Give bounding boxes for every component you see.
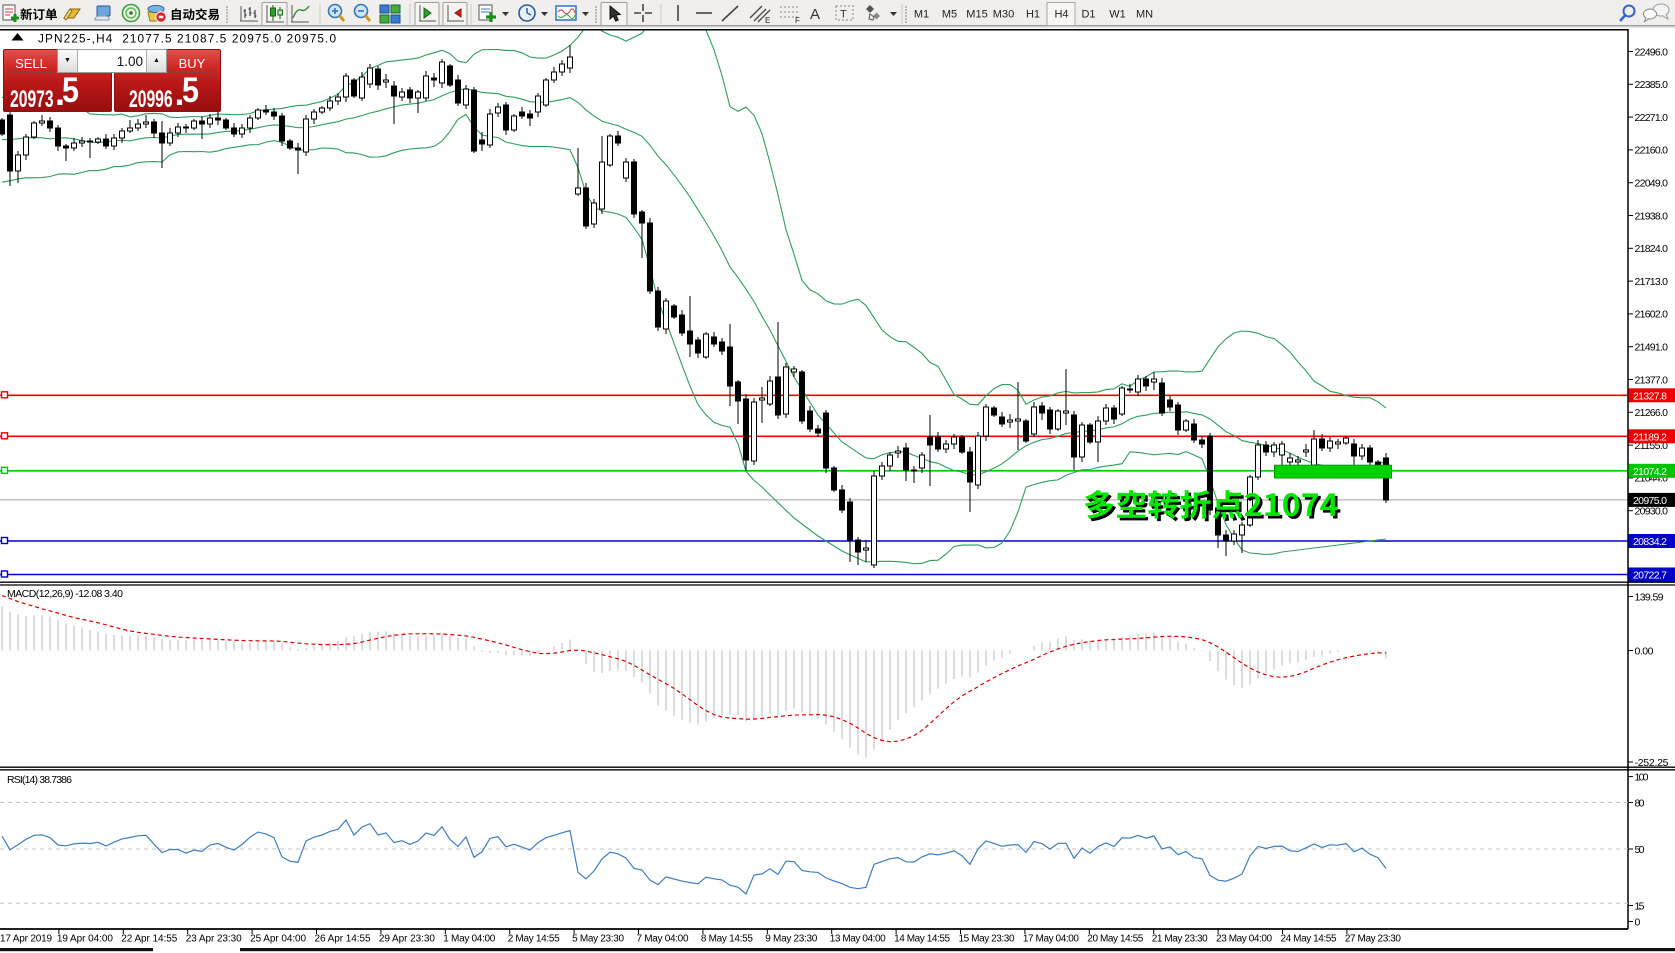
svg-text:0.00: 0.00 <box>1635 645 1654 657</box>
svg-text:21713.0: 21713.0 <box>1635 276 1669 288</box>
svg-text:21602.0: 21602.0 <box>1635 309 1669 321</box>
svg-text:25 Apr 04:00: 25 Apr 04:00 <box>250 934 306 945</box>
svg-text:M15: M15 <box>966 9 987 21</box>
svg-text:26 Apr 14:55: 26 Apr 14:55 <box>315 934 371 945</box>
svg-text:20722.7: 20722.7 <box>1633 570 1667 582</box>
svg-text:15 May 23:30: 15 May 23:30 <box>959 934 1015 945</box>
svg-text:19 Apr 04:00: 19 Apr 04:00 <box>57 934 113 945</box>
svg-text:7 May 04:00: 7 May 04:00 <box>637 934 689 945</box>
svg-text:-252.25: -252.25 <box>1635 757 1669 769</box>
svg-text:8 May 14:55: 8 May 14:55 <box>701 934 753 945</box>
svg-text:21824.0: 21824.0 <box>1635 243 1669 255</box>
svg-text:24 May 14:55: 24 May 14:55 <box>1281 934 1337 945</box>
svg-text:5 May 23:30: 5 May 23:30 <box>572 934 624 945</box>
svg-text:21189.2: 21189.2 <box>1633 431 1667 443</box>
svg-text:H1: H1 <box>1026 9 1040 21</box>
svg-text:MN: MN <box>1136 9 1153 21</box>
svg-text:100: 100 <box>1635 771 1649 783</box>
svg-text:22496.0: 22496.0 <box>1635 46 1669 58</box>
svg-text:22385.0: 22385.0 <box>1635 79 1669 91</box>
svg-text:29 Apr 23:30: 29 Apr 23:30 <box>379 934 435 945</box>
svg-text:W1: W1 <box>1109 9 1126 21</box>
svg-text:139.59: 139.59 <box>1635 591 1664 603</box>
svg-text:17 Apr 2019: 17 Apr 2019 <box>0 934 52 945</box>
svg-text:M5: M5 <box>942 9 957 21</box>
svg-text:2 May 14:55: 2 May 14:55 <box>508 934 560 945</box>
svg-text:M30: M30 <box>993 9 1014 21</box>
svg-text:A: A <box>810 6 820 23</box>
svg-text:1 May 04:00: 1 May 04:00 <box>443 934 495 945</box>
svg-text:22271.0: 22271.0 <box>1635 112 1669 124</box>
svg-text:0: 0 <box>1635 916 1641 928</box>
svg-text:E: E <box>765 16 770 25</box>
svg-text:F: F <box>795 16 800 25</box>
svg-text:22049.0: 22049.0 <box>1635 178 1669 190</box>
svg-text:20 May 14:55: 20 May 14:55 <box>1087 934 1143 945</box>
svg-text:15: 15 <box>1635 900 1645 912</box>
svg-text:21 May 23:30: 21 May 23:30 <box>1152 934 1208 945</box>
svg-text:RSI(14) 38.7386: RSI(14) 38.7386 <box>7 774 72 786</box>
svg-text:21491.0: 21491.0 <box>1635 342 1669 354</box>
svg-text:21938.0: 21938.0 <box>1635 210 1669 222</box>
svg-text:21327.8: 21327.8 <box>1633 390 1667 402</box>
svg-text:H4: H4 <box>1054 9 1068 21</box>
svg-text:21377.0: 21377.0 <box>1635 374 1669 386</box>
svg-text:20975.0: 20975.0 <box>1633 495 1667 507</box>
svg-text:JPN225-,H4 21077.5 21087.5 20: JPN225-,H4 21077.5 21087.5 20975.0 20975… <box>38 32 336 46</box>
svg-text:17 May 04:00: 17 May 04:00 <box>1023 934 1079 945</box>
svg-text:23 May 04:00: 23 May 04:00 <box>1216 934 1272 945</box>
svg-text:MACD(12,26,9) -12.08 3.40: MACD(12,26,9) -12.08 3.40 <box>7 588 123 600</box>
svg-text:M1: M1 <box>914 9 929 21</box>
svg-text:80: 80 <box>1635 797 1645 809</box>
svg-text:D1: D1 <box>1081 9 1095 21</box>
svg-text:13 May 04:00: 13 May 04:00 <box>830 934 886 945</box>
svg-text:21074.2: 21074.2 <box>1633 466 1667 478</box>
svg-text:22 Apr 14:55: 22 Apr 14:55 <box>121 934 177 945</box>
svg-text:22160.0: 22160.0 <box>1635 145 1669 157</box>
svg-text:20834.2: 20834.2 <box>1633 536 1667 548</box>
svg-text:21266.0: 21266.0 <box>1635 407 1669 419</box>
svg-text:14 May 14:55: 14 May 14:55 <box>894 934 950 945</box>
svg-text:23 Apr 23:30: 23 Apr 23:30 <box>186 934 242 945</box>
svg-text:20930.0: 20930.0 <box>1635 506 1669 518</box>
svg-text:T: T <box>840 9 847 21</box>
svg-text:9 May 23:30: 9 May 23:30 <box>765 934 817 945</box>
svg-text:27 May 23:30: 27 May 23:30 <box>1345 934 1401 945</box>
svg-text:50: 50 <box>1635 844 1645 856</box>
